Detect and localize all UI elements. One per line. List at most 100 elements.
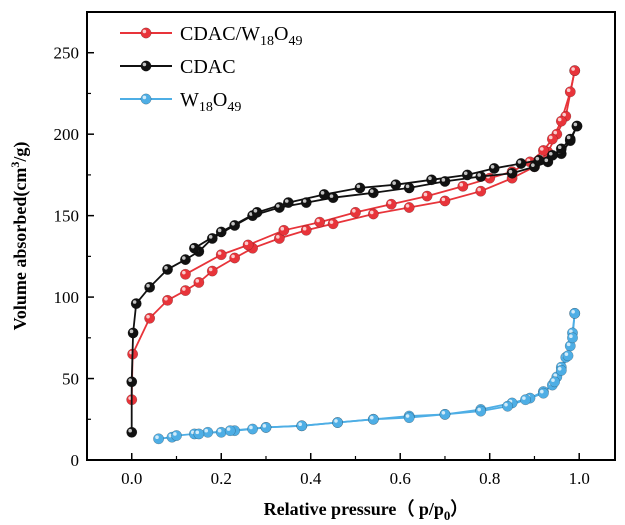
legend-item: CDAC xyxy=(120,56,236,78)
x-tick-label: 0.0 xyxy=(121,469,142,488)
plot-area-frame xyxy=(86,11,616,461)
data-point xyxy=(215,249,227,261)
data-point xyxy=(475,171,487,182)
data-point xyxy=(296,420,308,432)
data-point xyxy=(567,332,578,344)
series-line-adsorption xyxy=(130,70,576,400)
data-point xyxy=(403,202,415,213)
data-point xyxy=(564,133,576,145)
data-point xyxy=(193,428,205,440)
x-tick-label: 0.8 xyxy=(479,469,500,488)
data-point xyxy=(332,417,344,428)
series-line-desorption xyxy=(193,125,578,249)
data-point xyxy=(439,175,451,187)
data-point xyxy=(555,115,567,127)
data-point xyxy=(390,179,402,191)
data-point xyxy=(461,169,473,181)
data-point xyxy=(457,180,469,192)
legend-marker xyxy=(140,93,152,105)
data-point xyxy=(350,206,361,218)
data-point xyxy=(179,254,191,266)
data-point xyxy=(354,182,366,194)
data-point xyxy=(569,307,581,319)
data-point xyxy=(260,421,272,433)
data-point xyxy=(488,162,500,174)
y-tick-label: 0 xyxy=(71,451,80,470)
series-1 xyxy=(126,120,583,438)
data-point xyxy=(569,65,581,77)
data-point xyxy=(144,312,156,324)
x-tick-label: 0.6 xyxy=(390,469,411,488)
data-point xyxy=(327,192,339,204)
data-point xyxy=(278,224,290,236)
legend-label: CDAC xyxy=(180,56,236,78)
data-point xyxy=(367,187,379,199)
data-point xyxy=(502,400,514,412)
data-point xyxy=(318,189,330,200)
data-point xyxy=(475,185,487,197)
data-point xyxy=(171,430,182,442)
data-point xyxy=(385,198,397,210)
data-point xyxy=(229,219,241,231)
data-point xyxy=(251,206,263,218)
legend-marker xyxy=(140,60,152,72)
data-point xyxy=(202,426,214,438)
data-point xyxy=(327,218,339,230)
data-point xyxy=(571,120,583,132)
y-tick-label: 150 xyxy=(54,207,80,226)
data-point xyxy=(555,143,567,155)
data-point xyxy=(188,242,200,254)
data-point xyxy=(224,425,236,437)
data-point xyxy=(520,394,531,406)
tick-layer: 0.0 0.2 0.4 0.6 0.8 1.0 0 50 100 150 200 250 xyxy=(54,44,590,488)
data-point xyxy=(215,426,227,438)
legend-item: CDAC/W18O49 xyxy=(120,23,302,49)
legend-label: W18O49 xyxy=(180,89,241,115)
data-point xyxy=(144,281,156,293)
y-tick-label: 100 xyxy=(54,288,80,307)
y-axis-title: Volume absorbed(cm3/g) xyxy=(8,142,31,331)
data-point xyxy=(130,298,142,310)
legend-marker xyxy=(140,27,152,39)
data-point xyxy=(533,154,545,166)
data-point xyxy=(300,224,312,236)
data-point xyxy=(506,167,518,179)
y-tick-label: 250 xyxy=(54,44,80,63)
legend: CDAC/W18O49 CDAC W18O49 xyxy=(120,23,302,115)
data-point xyxy=(439,408,451,420)
data-point xyxy=(153,433,165,445)
legend-label: CDAC/W18O49 xyxy=(180,23,302,49)
data-point xyxy=(403,412,415,424)
data-point xyxy=(367,208,379,220)
data-point xyxy=(126,376,138,388)
data-point xyxy=(546,133,558,145)
series-layer xyxy=(126,65,583,445)
data-point xyxy=(421,190,433,202)
data-point xyxy=(206,265,218,277)
data-point xyxy=(282,197,294,209)
data-point xyxy=(546,149,558,161)
x-axis-title-main: Relative pressure（ p/p0） xyxy=(264,499,469,523)
data-point xyxy=(515,158,527,169)
data-point xyxy=(475,405,487,417)
data-point xyxy=(273,232,285,244)
data-point xyxy=(229,252,241,264)
x-axis-title: Relative pressure（ p/p0） xyxy=(264,499,469,523)
data-point xyxy=(193,276,205,288)
data-point xyxy=(162,294,173,306)
data-point xyxy=(242,239,254,251)
data-point xyxy=(179,268,191,280)
series-2 xyxy=(153,307,581,445)
data-point xyxy=(126,426,138,438)
data-point xyxy=(179,285,191,297)
data-point xyxy=(549,376,561,388)
data-point xyxy=(162,263,173,275)
y-tick-label: 200 xyxy=(54,125,80,144)
y-tick-label: 50 xyxy=(62,370,79,389)
data-point xyxy=(403,182,415,194)
legend-item: W18O49 xyxy=(120,89,241,115)
series-0 xyxy=(126,65,581,406)
data-point xyxy=(273,202,285,213)
data-point xyxy=(562,350,574,362)
